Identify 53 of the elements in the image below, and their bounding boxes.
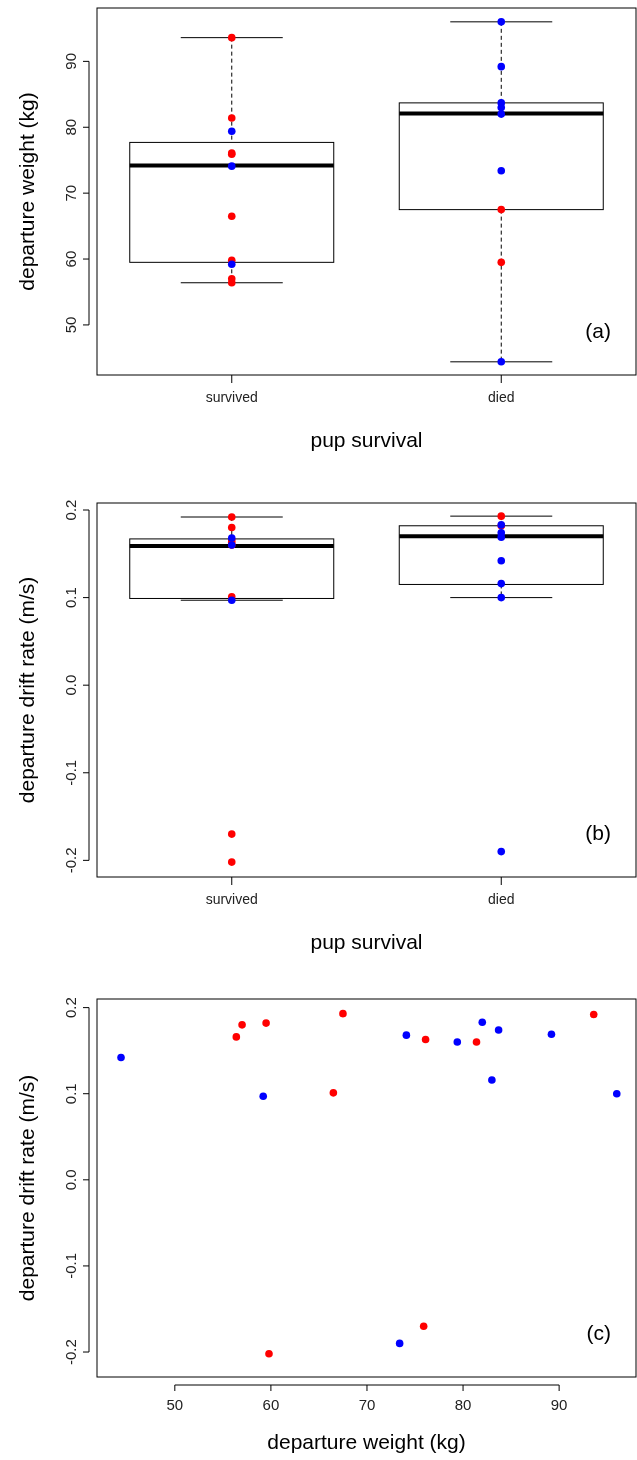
y-axis-title: departure drift rate (m/s) [15,576,38,804]
y-tick-label: 0.2 [62,997,79,1019]
point [232,1033,241,1041]
point [259,1092,268,1101]
point [478,1018,487,1027]
y-tick-label: 0.1 [62,587,79,609]
annotation: (a) [585,319,611,342]
x-axis-title: pup survival [310,428,423,451]
y-tick-label: -0.2 [62,1339,79,1365]
point [117,1053,125,1062]
point [402,1031,411,1039]
x-tick-label: died [488,389,515,405]
point [262,1019,270,1027]
annotation: (b) [585,821,611,844]
y-tick-label: 90 [62,53,79,70]
point [238,1021,246,1029]
x-tick-label: 60 [262,1396,280,1413]
y-tick-label: -0.2 [62,847,79,874]
annotation: (c) [586,1321,611,1344]
point [329,1089,338,1097]
point [339,1009,347,1018]
y-axis-title: departure weight (kg) [15,92,38,291]
x-tick-label: survived [205,389,258,405]
point [494,1026,503,1034]
point [488,1076,496,1084]
x-tick-label: 70 [358,1396,376,1413]
y-axis-title: departure drift rate (m/s) [15,1074,38,1302]
y-tick-label: 80 [62,118,79,136]
x-axis-title: pup survival [310,930,423,953]
point [612,1089,621,1098]
y-tick-label: 70 [62,184,79,202]
x-axis-title: departure weight (kg) [267,1430,466,1453]
point [453,1038,462,1046]
y-tick-label: 0.1 [62,1083,79,1105]
y-tick-label: 50 [62,316,79,334]
point [547,1030,556,1039]
x-tick-label: survived [205,891,258,907]
y-tick-label: -0.1 [62,759,79,786]
y-tick-label: 60 [62,250,79,268]
x-tick-label: 50 [166,1396,184,1413]
x-tick-label: died [488,891,515,907]
point [472,1038,481,1046]
point [419,1322,428,1330]
x-tick-label: 90 [550,1396,568,1413]
point [421,1035,430,1044]
point [265,1349,273,1358]
y-tick-label: 0.0 [62,674,79,696]
x-tick-label: 80 [454,1396,472,1413]
point [395,1339,404,1348]
y-tick-label: 0.2 [62,499,79,521]
point [589,1010,598,1019]
y-tick-label: -0.1 [62,1253,79,1279]
y-tick-label: 0.0 [62,1169,79,1191]
